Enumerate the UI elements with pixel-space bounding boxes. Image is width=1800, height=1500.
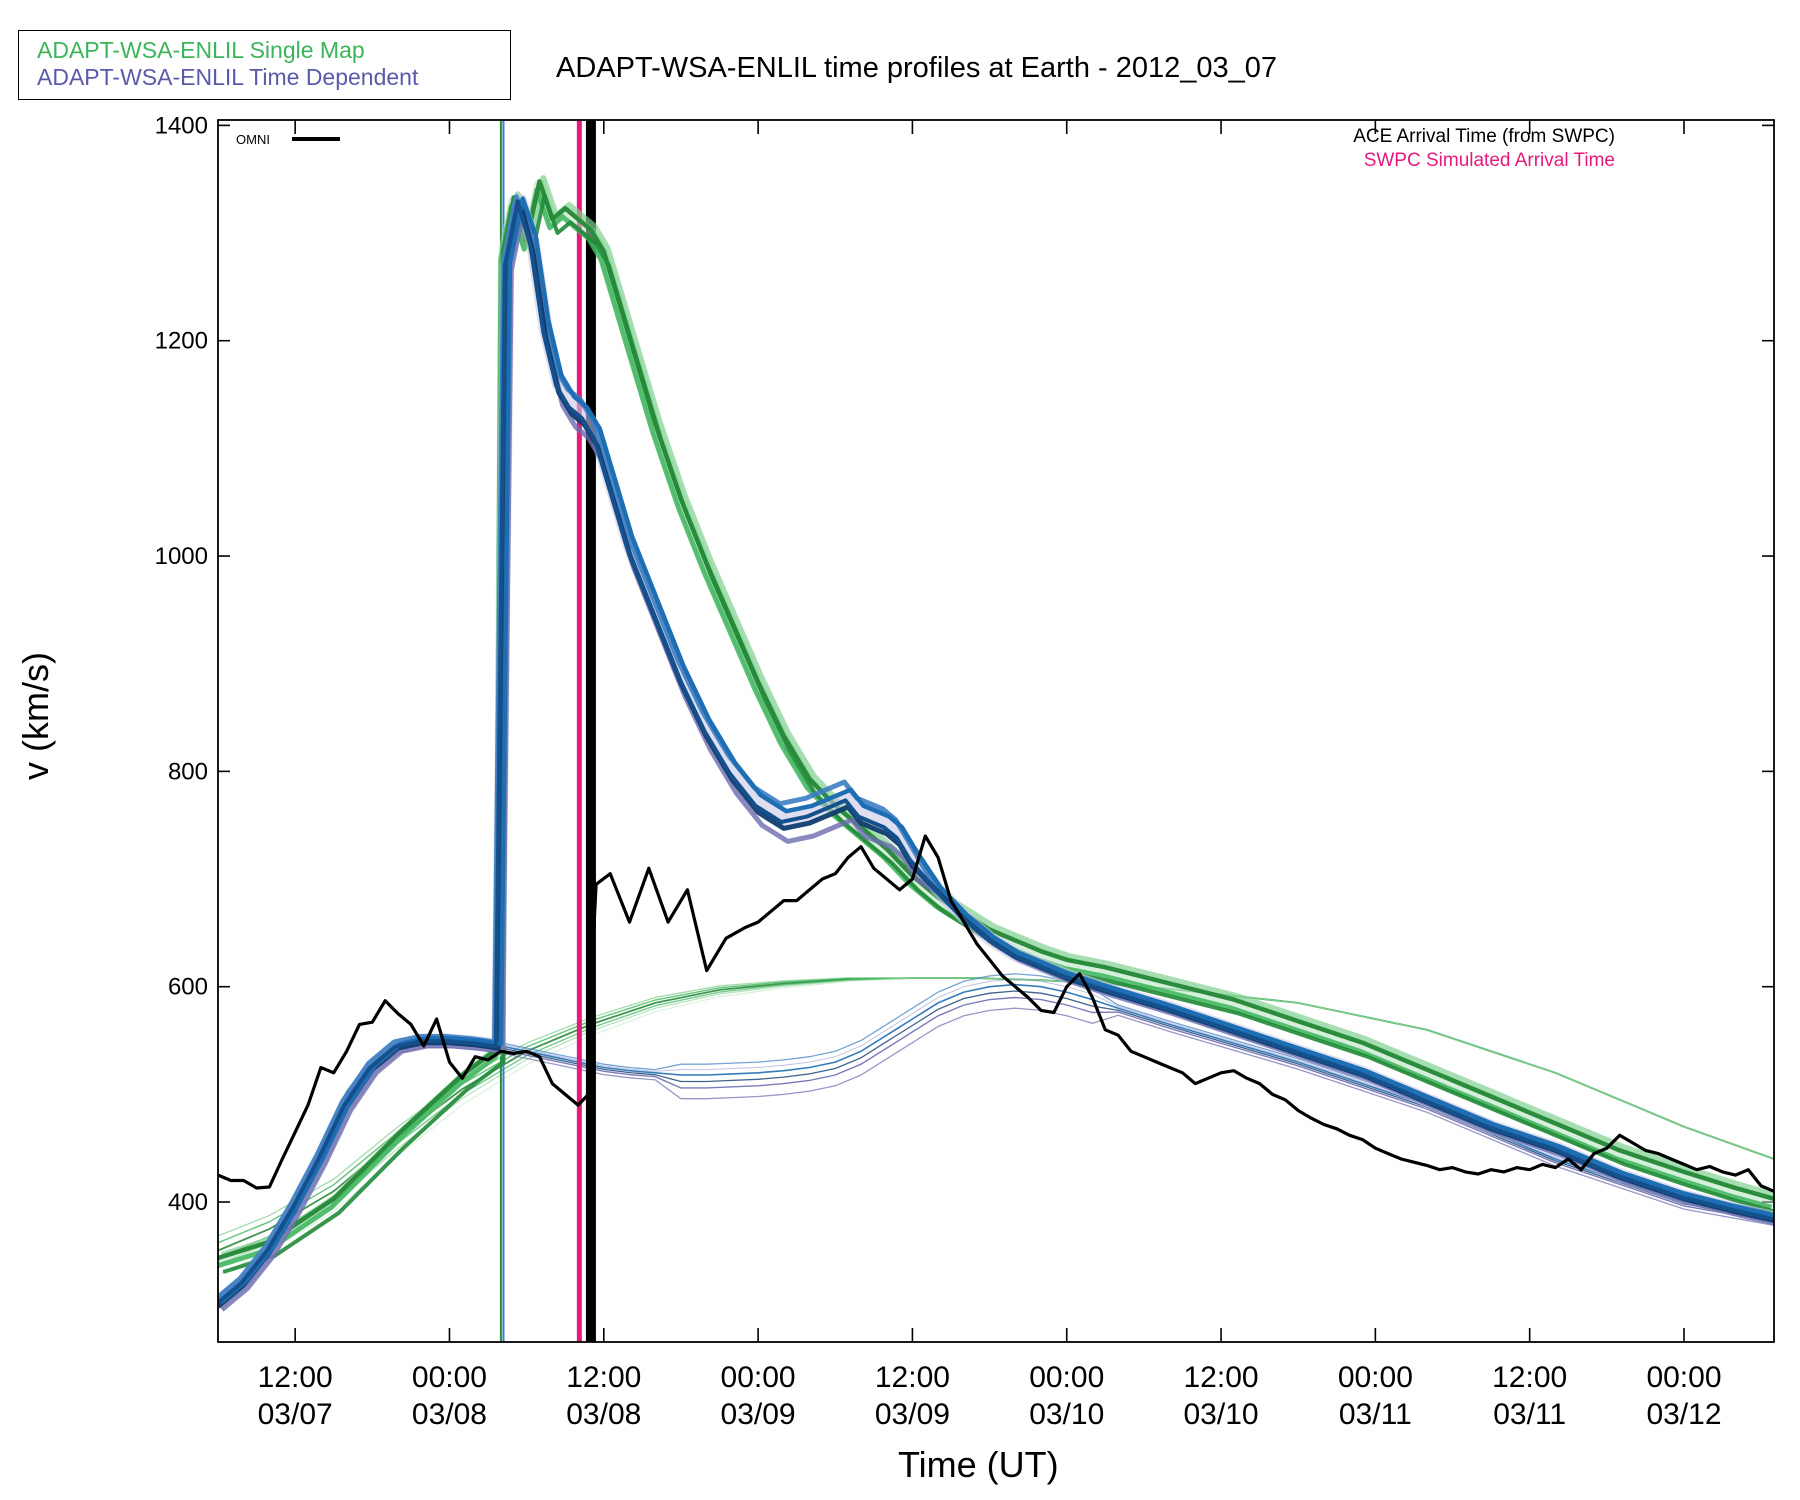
- x-tick-label-date: 03/09: [721, 1398, 796, 1431]
- x-tick-label-date: 03/10: [1184, 1398, 1259, 1431]
- time-dependent-thin-line: [218, 973, 1774, 1297]
- chart-title: ADAPT-WSA-ENLIL time profiles at Earth -…: [556, 52, 1278, 84]
- x-tick-label-time: 12:00: [1184, 1361, 1259, 1394]
- y-tick-label: 400: [168, 1189, 208, 1216]
- x-tick-label-time: 12:00: [566, 1361, 641, 1394]
- axis-ticks: [218, 120, 1774, 1342]
- ensemble-main-lines: [218, 175, 1774, 1312]
- tick-labels: 400 600 800 1000 1200 1400 12:00 03/07 00:00 03/0…: [155, 112, 1722, 1431]
- single-map-cme-line: [222, 193, 1774, 1274]
- omni-legend-label: OMNI: [236, 132, 270, 147]
- y-tick-label: 600: [168, 974, 208, 1001]
- x-tick-label-time: 00:00: [412, 1361, 487, 1394]
- x-tick-label-date: 03/11: [1493, 1398, 1566, 1431]
- x-tick-label-time: 12:00: [875, 1361, 950, 1394]
- single-map-thin-line: [218, 977, 1774, 1276]
- x-tick-label-time: 12:00: [1492, 1361, 1567, 1394]
- legend-time-dependent: ADAPT-WSA-ENLIL Time Dependent: [37, 64, 419, 90]
- plot-frame: [217, 119, 1775, 1343]
- omni-line: [218, 834, 1774, 1193]
- x-tick-label-date: 03/11: [1339, 1398, 1412, 1431]
- x-tick-label-time: 00:00: [1029, 1361, 1104, 1394]
- single-map-cme-line: [218, 179, 1774, 1267]
- y-tick-label: 1000: [155, 543, 208, 570]
- x-tick-label-time: 00:00: [1646, 1361, 1721, 1394]
- model-legend: ADAPT-WSA-ENLIL Single Map ADAPT-WSA-ENL…: [18, 30, 511, 100]
- legend-single-map: ADAPT-WSA-ENLIL Single Map: [37, 37, 365, 63]
- ace-arrival-legend: ACE Arrival Time (from SWPC): [1353, 126, 1615, 147]
- y-tick-label: 1400: [155, 112, 208, 139]
- x-tick-label-time: 00:00: [721, 1361, 796, 1394]
- x-tick-label-date: 03/10: [1029, 1398, 1104, 1431]
- x-tick-label-date: 03/07: [258, 1398, 333, 1431]
- swpc-arrival-legend: SWPC Simulated Arrival Time: [1363, 150, 1615, 171]
- x-tick-label-date: 03/12: [1646, 1398, 1721, 1431]
- x-tick-label-time: 12:00: [258, 1361, 333, 1394]
- y-tick-label: 800: [168, 758, 208, 785]
- x-tick-label-date: 03/08: [412, 1398, 487, 1431]
- x-tick-label-date: 03/09: [875, 1398, 950, 1431]
- x-tick-label-date: 03/08: [566, 1398, 641, 1431]
- y-axis-label: v (km/s): [15, 652, 56, 780]
- x-axis-label: Time (UT): [898, 1444, 1059, 1485]
- x-tick-label-time: 00:00: [1338, 1361, 1413, 1394]
- omni-observations: [218, 834, 1774, 1193]
- y-tick-label: 1200: [155, 328, 208, 355]
- time-dependent-cme-line: [219, 196, 1774, 1304]
